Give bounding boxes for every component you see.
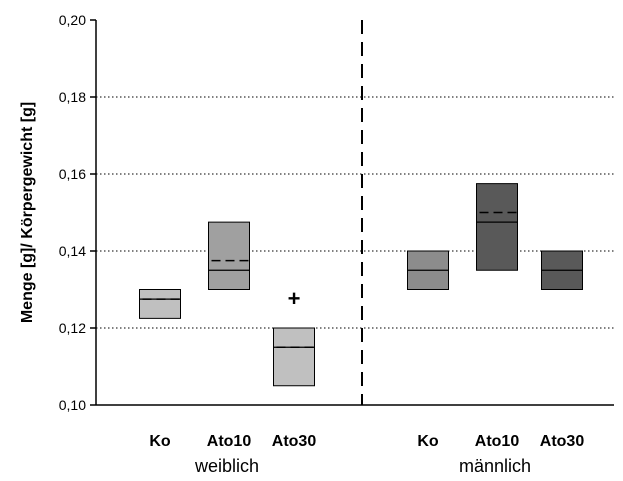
category-label: Ko xyxy=(417,433,439,450)
category-label: Ato10 xyxy=(475,433,520,450)
group-label: männlich xyxy=(459,456,531,476)
category-label: Ato30 xyxy=(272,433,317,450)
category-label: Ato30 xyxy=(540,433,585,450)
y-tick-label: 0,14 xyxy=(59,243,86,259)
box-f-ato10 xyxy=(208,221,250,290)
boxes: + xyxy=(139,183,583,387)
significance-marker: + xyxy=(288,286,301,311)
category-label: Ato10 xyxy=(207,433,252,450)
y-tick-label: 0,18 xyxy=(59,89,86,105)
box-body xyxy=(139,289,181,319)
box-body xyxy=(273,327,315,387)
box-body xyxy=(476,183,518,271)
box-m-ato10 xyxy=(476,183,518,271)
y-tick-label: 0,12 xyxy=(59,320,86,336)
box-f-ko xyxy=(139,289,181,319)
y-axis-ticks: 0,10 0,12 0,14 0,16 0,18 0,20 xyxy=(59,12,96,413)
box-body xyxy=(208,221,250,290)
y-axis-title: Menge [g]/ Körpergewicht [g] xyxy=(19,102,36,323)
y-tick-label: 0,16 xyxy=(59,166,86,182)
y-tick-label: 0,10 xyxy=(59,397,86,413)
box-m-ko xyxy=(407,250,449,290)
category-label: Ko xyxy=(149,433,171,450)
group-label: weiblich xyxy=(194,456,259,476)
group-labels: weiblich männlich xyxy=(194,456,531,476)
y-tick-label: 0,20 xyxy=(59,12,86,28)
box-f-ato30: + xyxy=(273,286,315,387)
box-m-ato30 xyxy=(541,250,583,290)
category-labels: Ko Ato10 Ato30 Ko Ato10 Ato30 xyxy=(149,433,584,450)
